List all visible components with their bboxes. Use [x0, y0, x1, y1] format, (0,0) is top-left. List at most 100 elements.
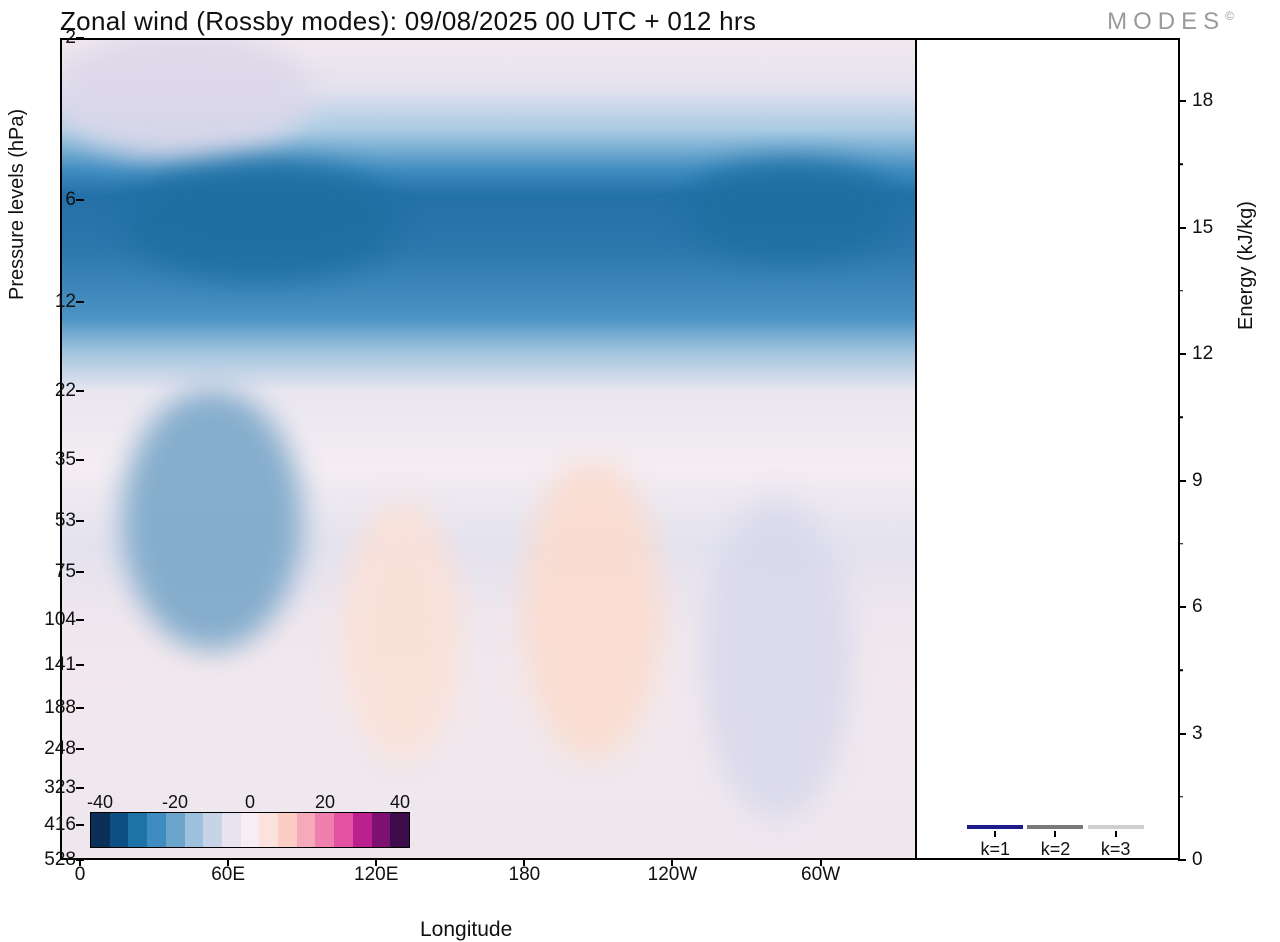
- pressure-tick-label-248: 248: [30, 738, 76, 760]
- pressure-tick-mark-141: [76, 664, 84, 666]
- energy-tick-mark-9: [1178, 480, 1186, 482]
- energy-tick-mark-12: [1178, 353, 1186, 355]
- pressure-tick-label-6: 6: [30, 189, 76, 211]
- colorbar-segment-2: [128, 813, 147, 847]
- longitude-tick-mark-60E: [227, 858, 229, 866]
- longitude-tick-label-120E: 120E: [354, 864, 398, 886]
- pressure-tick-label-35: 35: [30, 449, 76, 471]
- colorbar-segment-5: [185, 813, 204, 847]
- pressure-tick-mark-188: [76, 707, 84, 709]
- energy-tick-label-9: 9: [1192, 470, 1203, 492]
- longitude-tick-label-60E: 60E: [211, 864, 245, 886]
- energy-spectrum-panel: [915, 38, 1180, 860]
- energy-minor-tick-16.5: [1178, 164, 1183, 166]
- colorbar-segment-14: [353, 813, 372, 847]
- k-mode-label-k=1: k=1: [965, 839, 1025, 860]
- pressure-tick-mark-6: [76, 199, 84, 201]
- pressure-tick-mark-22: [76, 390, 84, 392]
- pressure-tick-label-2: 2: [30, 27, 76, 49]
- pressure-tick-label-104: 104: [30, 609, 76, 631]
- energy-tick-mark-18: [1178, 100, 1186, 102]
- energy-axis-label: Energy (kJ/kg): [1235, 201, 1258, 330]
- longitude-tick-mark-120E: [375, 858, 377, 866]
- k-mode-tick-k=3: [1115, 831, 1117, 837]
- k-mode-group-k=2[interactable]: k=2: [1025, 825, 1085, 860]
- k-mode-bar-k=2[interactable]: [1027, 825, 1083, 829]
- energy-minor-tick-10.5: [1178, 417, 1183, 419]
- energy-tick-mark-15: [1178, 227, 1186, 229]
- pressure-tick-mark-35: [76, 459, 84, 461]
- energy-minor-tick-7.5: [1178, 543, 1183, 545]
- colorbar-segment-7: [222, 813, 241, 847]
- colorbar-segment-3: [147, 813, 166, 847]
- energy-minor-tick-4.5: [1178, 670, 1183, 672]
- colorbar-segment-0: [91, 813, 110, 847]
- energy-tick-label-6: 6: [1192, 596, 1203, 618]
- colorbar-segment-12: [315, 813, 334, 847]
- pressure-tick-label-75: 75: [30, 561, 76, 583]
- colorbar-tick--40: -40: [87, 792, 113, 813]
- pressure-tick-mark-2: [76, 37, 84, 39]
- colorbar-segment-9: [259, 813, 278, 847]
- pressure-axis-label: Pressure levels (hPa): [6, 109, 29, 300]
- longitude-tick-mark-120W: [671, 858, 673, 866]
- colorbar-tick-20: 20: [315, 792, 335, 813]
- k-mode-label-k=3: k=3: [1086, 839, 1146, 860]
- pressure-tick-label-12: 12: [30, 291, 76, 313]
- pressure-tick-label-141: 141: [30, 654, 76, 676]
- colorbar-segment-4: [166, 813, 185, 847]
- energy-tick-mark-3: [1178, 733, 1186, 735]
- energy-tick-mark-6: [1178, 606, 1186, 608]
- energy-tick-label-3: 3: [1192, 723, 1203, 745]
- longitude-tick-label-180: 180: [509, 864, 541, 886]
- pressure-tick-label-53: 53: [30, 510, 76, 532]
- colorbar-segment-15: [372, 813, 391, 847]
- k-mode-bar-k=1[interactable]: [967, 825, 1023, 829]
- pressure-tick-label-188: 188: [30, 697, 76, 719]
- longitude-axis-label: Longitude: [420, 918, 512, 942]
- pressure-tick-label-22: 22: [30, 380, 76, 402]
- wind-colorbar: -40 -20 0 20 40: [90, 792, 410, 848]
- k-mode-group-k=1[interactable]: k=1: [965, 825, 1025, 860]
- energy-tick-label-12: 12: [1192, 343, 1213, 365]
- longitude-tick-label-120W: 120W: [648, 864, 698, 886]
- energy-tick-label-18: 18: [1192, 90, 1213, 112]
- colorbar-segment-8: [241, 813, 260, 847]
- pressure-tick-mark-104: [76, 619, 84, 621]
- longitude-tick-mark-60W: [820, 858, 822, 866]
- pressure-tick-mark-53: [76, 520, 84, 522]
- longitude-tick-label-0: 0: [75, 864, 86, 886]
- pressure-tick-label-323: 323: [30, 777, 76, 799]
- colorbar-segment-16: [390, 813, 409, 847]
- modes-logo: MODES©: [1107, 8, 1240, 36]
- colorbar-segment-13: [334, 813, 353, 847]
- pressure-tick-mark-416: [76, 824, 84, 826]
- pressure-tick-mark-12: [76, 301, 84, 303]
- longitude-tick-mark-0: [79, 858, 81, 866]
- energy-minor-tick-13.5: [1178, 290, 1183, 292]
- pressure-tick-mark-323: [76, 787, 84, 789]
- colorbar-segment-1: [110, 813, 129, 847]
- energy-tick-mark-0: [1178, 859, 1186, 861]
- longitude-tick-mark-180: [523, 858, 525, 866]
- k-mode-tick-k=2: [1054, 831, 1056, 837]
- colorbar-segment-6: [203, 813, 222, 847]
- colorbar-segment-10: [278, 813, 297, 847]
- zonal-wind-contour-plot: [60, 38, 915, 860]
- colorbar-segment-11: [297, 813, 316, 847]
- chart-title: Zonal wind (Rossby modes): 09/08/2025 00…: [60, 6, 756, 37]
- energy-tick-label-15: 15: [1192, 217, 1213, 239]
- colorbar-tick-40: 40: [390, 792, 410, 813]
- k-mode-group-k=3[interactable]: k=3: [1086, 825, 1146, 860]
- pressure-tick-mark-75: [76, 571, 84, 573]
- pressure-tick-mark-248: [76, 748, 84, 750]
- k-mode-label-k=2: k=2: [1025, 839, 1085, 860]
- longitude-tick-label-60W: 60W: [801, 864, 840, 886]
- energy-tick-label-0: 0: [1192, 849, 1203, 871]
- colorbar-tick-0: 0: [245, 792, 255, 813]
- k-mode-tick-k=1: [994, 831, 996, 837]
- k-mode-bar-k=3[interactable]: [1088, 825, 1144, 829]
- pressure-tick-label-416: 416: [30, 814, 76, 836]
- pressure-tick-label-528: 528: [30, 849, 76, 871]
- colorbar-tick--20: -20: [162, 792, 188, 813]
